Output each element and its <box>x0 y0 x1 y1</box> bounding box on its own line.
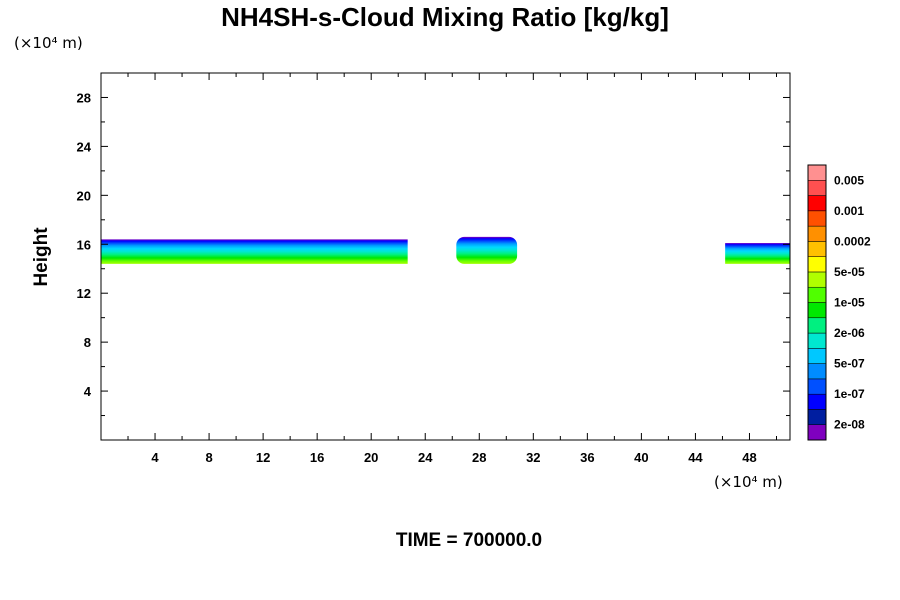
colorbar-swatch <box>807 409 827 425</box>
colorbar: 2e-08 1e-07 5e-07 2e-06 1e-05 5e-05 0.0002 0.00… <box>807 164 871 441</box>
x-tick-label: 32 <box>526 450 540 465</box>
x-tick-label: 40 <box>634 450 648 465</box>
y-tick-label: 28 <box>77 90 91 105</box>
colorbar-swatch <box>807 195 827 212</box>
x-axis-unit: (×10⁴ m) <box>714 473 783 491</box>
colorbar-label: 1e-07 <box>834 387 865 401</box>
x-tick-label: 44 <box>688 450 703 465</box>
colorbar-label: 0.001 <box>834 204 864 218</box>
colorbar-swatch <box>807 317 827 334</box>
colorbar-frame <box>807 164 827 441</box>
cloud-region <box>725 243 790 264</box>
y-tick-label: 12 <box>77 286 91 301</box>
colorbar-swatch <box>807 225 827 242</box>
x-tick-label: 24 <box>418 450 433 465</box>
x-tick-label: 4 <box>151 450 159 465</box>
colorbar-swatch <box>807 302 827 319</box>
cloud-region <box>101 239 408 264</box>
colorbar-swatch <box>807 378 827 395</box>
colorbar-label: 2e-08 <box>834 418 865 432</box>
y-tick-label: 24 <box>77 139 92 154</box>
colorbar-swatch <box>807 348 827 364</box>
colorbar-label: 5e-07 <box>834 357 865 371</box>
colorbar-swatch <box>807 256 827 273</box>
y-axis-unit: (×10⁴ m) <box>14 34 83 52</box>
colorbar-swatch <box>807 363 827 380</box>
colorbar-label: 2e-06 <box>834 326 865 340</box>
plot-frame <box>100 72 791 441</box>
y-tick-label: 20 <box>77 188 91 203</box>
x-tick-label: 36 <box>580 450 594 465</box>
colorbar-swatch <box>807 393 827 410</box>
colorbar-label: 0.0002 <box>834 234 871 248</box>
x-tick-label: 8 <box>205 450 212 465</box>
chart-title: NH4SH-s-Cloud Mixing Ratio [kg/kg] <box>221 2 669 32</box>
x-tick-label: 12 <box>256 450 270 465</box>
cloud-layer <box>101 236 790 264</box>
colorbar-swatch <box>807 164 827 181</box>
time-label: TIME = 700000.0 <box>395 530 543 551</box>
colorbar-label: 1e-05 <box>834 296 865 310</box>
colorbar-swatch <box>807 271 827 288</box>
y-tick-label: 8 <box>84 335 91 350</box>
colorbar-swatch <box>807 424 827 441</box>
y-tick-label: 16 <box>77 237 91 252</box>
colorbar-swatch <box>807 332 827 349</box>
x-tick-label: 48 <box>742 450 756 465</box>
colorbar-swatch <box>807 210 827 227</box>
x-tick-label: 16 <box>310 450 324 465</box>
x-tick-label: 20 <box>364 450 378 465</box>
colorbar-swatch <box>807 180 827 196</box>
x-tick-label: 28 <box>472 450 486 465</box>
colorbar-swatch <box>807 286 827 303</box>
colorbar-label: 5e-05 <box>834 265 865 279</box>
colorbar-label: 0.005 <box>834 173 864 187</box>
cloud-region <box>456 236 518 264</box>
colorbar-swatch <box>807 241 827 257</box>
y-tick-label: 4 <box>84 384 92 399</box>
